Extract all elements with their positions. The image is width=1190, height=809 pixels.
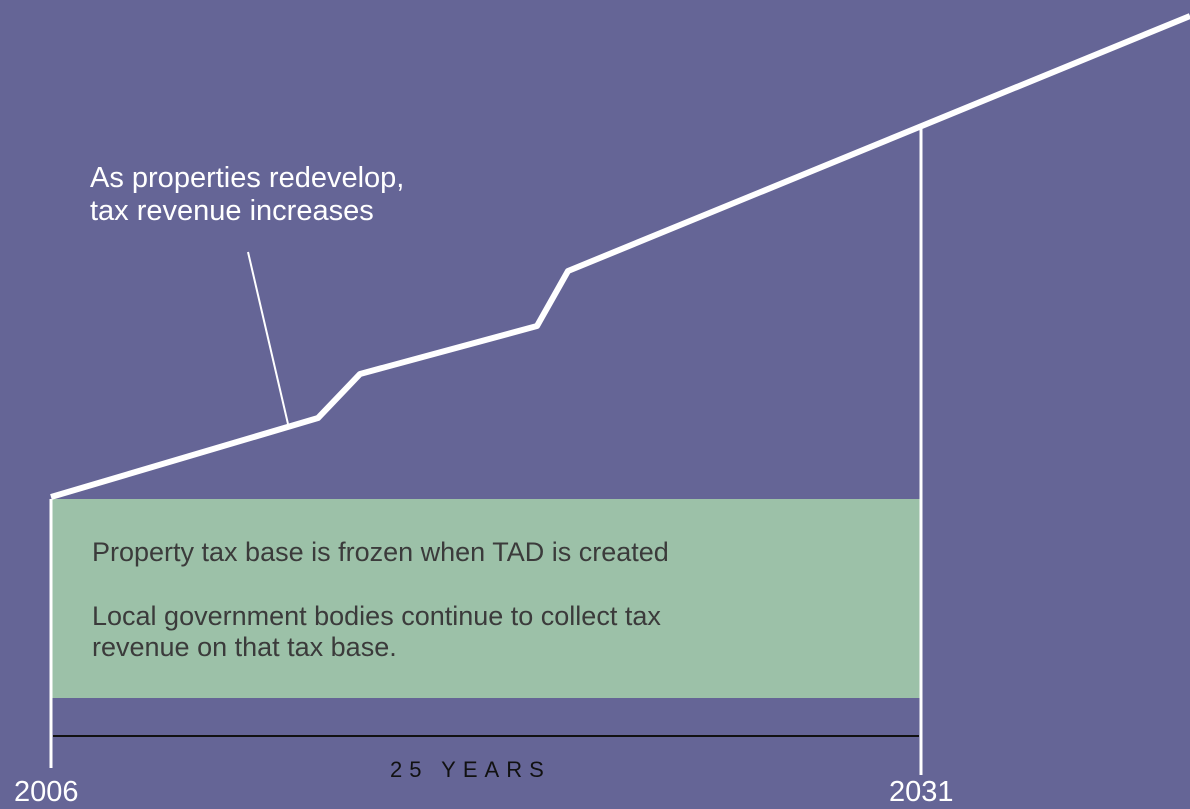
frozen-base-text: Property tax base is frozen when TAD is …	[92, 537, 669, 567]
end-year-label: 2031	[889, 776, 954, 808]
revenue-callout-text: As properties redevelop, tax revenue inc…	[90, 162, 405, 227]
period-label: 25 YEARS	[390, 757, 551, 782]
collection-text: Local government bodies continue to coll…	[92, 601, 661, 662]
start-year-label: 2006	[14, 776, 79, 808]
frozen-tax-base-area	[51, 499, 921, 698]
tax-revenue-line	[50, 13, 1190, 500]
callout-leader-line	[247, 251, 289, 425]
